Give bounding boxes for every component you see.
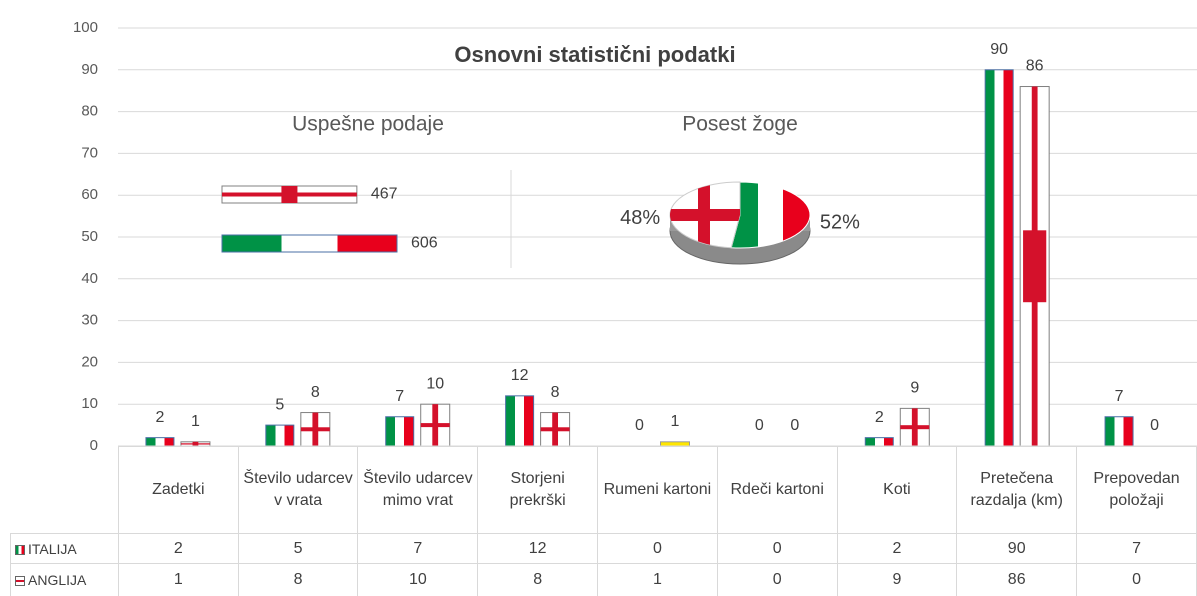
data-label: 7 — [395, 388, 404, 405]
data-label: 0 — [1150, 417, 1159, 434]
category-label: Pretečena razdalja (km) — [956, 446, 1078, 534]
table-value: 90 — [956, 533, 1078, 564]
data-label: 0 — [635, 417, 644, 434]
y-tick-label: 50 — [81, 228, 98, 245]
table-value: 1 — [597, 563, 718, 596]
category-label: Prepovedan položaji — [1076, 446, 1197, 534]
bar — [984, 69, 1014, 447]
category-label: Zadetki — [117, 446, 239, 534]
table-value: 86 — [956, 563, 1078, 596]
y-tick-label: 60 — [81, 186, 98, 203]
chart-title: Osnovni statistični podatki — [454, 42, 735, 67]
inset-title: Uspešne podaje — [292, 113, 444, 136]
data-label: 0 — [755, 417, 764, 434]
data-table: Zadetki Število udarcev v vrata Število ud… — [10, 446, 1197, 596]
data-label: 2 — [155, 409, 164, 426]
bar-decoration — [540, 427, 570, 432]
category-label: Storjeni prekrški — [477, 446, 599, 534]
data-label: 9 — [910, 380, 919, 397]
bar-decoration — [420, 423, 450, 428]
data-label: 52% — [820, 212, 860, 234]
empty-cell — [10, 446, 119, 534]
y-tick-label: 90 — [81, 61, 98, 78]
table-value: 12 — [477, 533, 599, 564]
y-tick-label: 30 — [81, 312, 98, 329]
data-label: 7 — [1115, 388, 1124, 405]
data-label: 10 — [426, 375, 444, 392]
data-label: 606 — [411, 235, 438, 252]
legend-icon — [15, 576, 25, 586]
bar — [221, 234, 398, 253]
category-label: Število udarcev v vrata — [237, 446, 359, 534]
data-label: 8 — [311, 384, 320, 401]
legend-label: ANGLIJA — [28, 572, 87, 588]
data-label: 2 — [875, 409, 884, 426]
table-value: 0 — [716, 563, 838, 596]
table-value: 10 — [357, 563, 479, 596]
bar — [1104, 416, 1134, 447]
table-value: 9 — [836, 563, 958, 596]
bar-decoration — [281, 186, 298, 203]
category-label: Rdeči kartoni — [716, 446, 838, 534]
data-label: 1 — [671, 413, 680, 430]
data-label: 48% — [620, 207, 660, 229]
y-tick-label: 70 — [81, 144, 98, 161]
table-value: 7 — [1076, 533, 1197, 564]
bar — [864, 437, 894, 447]
y-tick-label: 100 — [73, 19, 98, 36]
data-label: 86 — [1026, 58, 1044, 75]
y-tick-label: 40 — [81, 270, 98, 287]
inset-title: Posest žoge — [682, 113, 798, 136]
y-tick-label: 20 — [81, 353, 98, 370]
data-label: 467 — [371, 186, 398, 203]
category-label: Število udarcev mimo vrat — [357, 446, 479, 534]
legend-icon — [15, 544, 25, 555]
data-label: 1 — [191, 413, 200, 430]
table-value: 8 — [477, 563, 599, 596]
legend-entry: ANGLIJA — [10, 563, 119, 596]
slice-decoration — [670, 209, 740, 221]
legend-label: ITALIJA — [28, 540, 77, 557]
data-label: 12 — [511, 367, 529, 384]
y-tick-label: 80 — [81, 103, 98, 120]
bar — [505, 395, 535, 447]
table-value: 1 — [117, 563, 239, 596]
data-label: 8 — [551, 384, 560, 401]
bar-decoration — [1023, 230, 1047, 303]
table-value: 0 — [716, 533, 838, 564]
y-tick-label: 0 — [90, 437, 98, 454]
table-value: 0 — [597, 533, 718, 564]
table-value: 0 — [1076, 563, 1197, 596]
bar — [265, 424, 295, 447]
table-value: 7 — [357, 533, 479, 564]
bar-decoration — [180, 443, 210, 445]
data-label: 5 — [275, 396, 284, 413]
category-label: Koti — [836, 446, 958, 534]
table-value: 2 — [117, 533, 239, 564]
bar — [385, 416, 415, 447]
table-value: 8 — [237, 563, 359, 596]
data-label: 90 — [990, 41, 1008, 58]
pie-slice — [730, 181, 811, 249]
table-value: 5 — [237, 533, 359, 564]
legend-entry: ITALIJA — [10, 533, 119, 564]
table-value: 2 — [836, 533, 958, 564]
bar — [145, 437, 175, 447]
bar-decoration — [900, 425, 930, 430]
bar-decoration — [300, 427, 330, 432]
category-label: Rumeni kartoni — [597, 446, 718, 534]
data-label: 0 — [790, 417, 799, 434]
y-tick-label: 10 — [81, 395, 98, 412]
